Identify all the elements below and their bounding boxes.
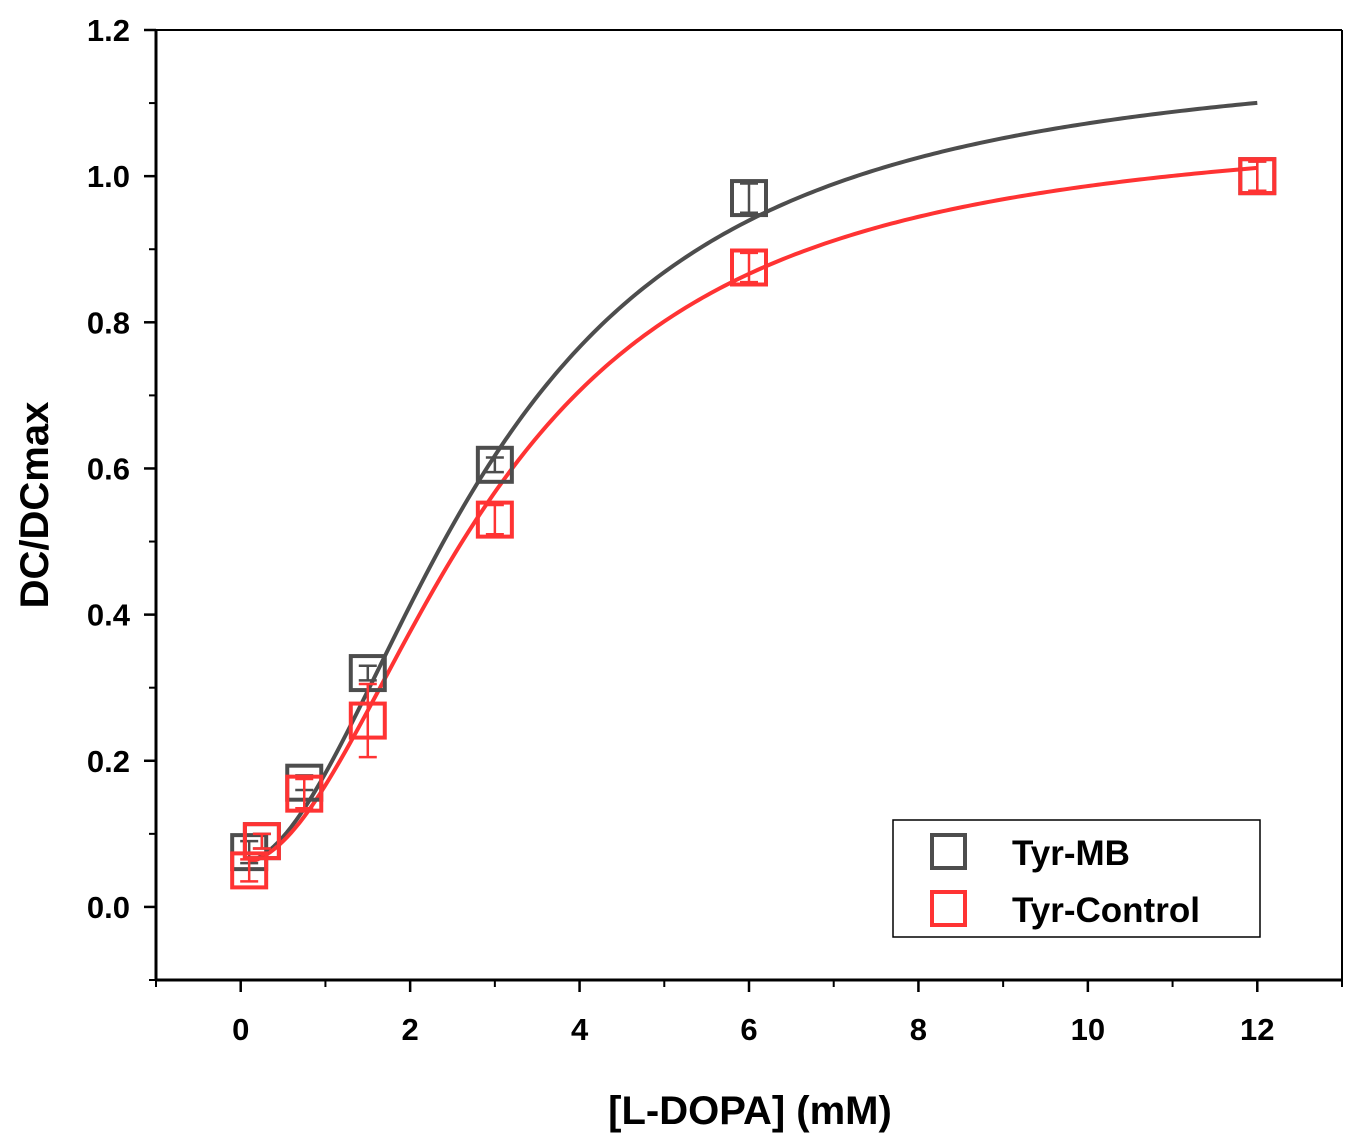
y-tick-label: 0.8 (87, 305, 130, 340)
series-tyr-mb (230, 157, 1277, 872)
data-point-tyr-mb (730, 179, 768, 218)
legend-label-tyr-control: Tyr-Control (1012, 891, 1200, 930)
y-tick-label: 0.6 (87, 451, 130, 486)
x-tick-label: 6 (740, 1012, 757, 1047)
x-axis-title: [L-DOPA] (mM) (608, 1089, 892, 1133)
fit-curves (248, 100, 1258, 865)
x-tick-label: 8 (910, 1012, 927, 1047)
legend-marker-tyr-control (930, 890, 967, 927)
fit-curve-tyr-mb (248, 100, 1258, 864)
x-tick-label: 2 (402, 1012, 419, 1047)
data-point-tyr-control (1238, 157, 1277, 196)
y-tick-label: 0.0 (87, 890, 130, 925)
data-point-tyr-control (348, 701, 387, 740)
y-axis-title: DC/DCmax (13, 402, 57, 609)
x-tick-label: 0 (232, 1012, 249, 1047)
data-point-tyr-mb (475, 445, 514, 484)
y-tick-label: 1.2 (87, 13, 130, 48)
x-tick-label: 10 (1071, 1012, 1105, 1047)
data-markers (230, 157, 1277, 890)
y-tick-label: 0.2 (87, 744, 130, 779)
legend-marker-tyr-mb (930, 833, 967, 870)
data-point-tyr-control (730, 248, 768, 287)
data-point-tyr-control (230, 851, 269, 890)
y-tick-label: 1.0 (87, 159, 130, 194)
series-tyr-control (230, 157, 1277, 890)
x-tick-label: 12 (1240, 1012, 1274, 1047)
data-point-tyr-control (475, 500, 514, 539)
legend-label-tyr-mb: Tyr-MB (1012, 834, 1130, 873)
x-tick-label: 4 (571, 1012, 589, 1047)
legend-box (892, 819, 1261, 938)
legend: Tyr-MB Tyr-Control (892, 819, 1261, 938)
data-point-tyr-control (242, 822, 281, 861)
axes-layer: 0 2 4 6 8 10 12 0.0 0.2 0.4 0.6 0.8 1.0 1.2 (87, 13, 1343, 1047)
y-tick-label: 0.4 (87, 598, 131, 633)
data-point-tyr-control (285, 774, 324, 813)
fit-curve-tyr-control (248, 165, 1258, 865)
